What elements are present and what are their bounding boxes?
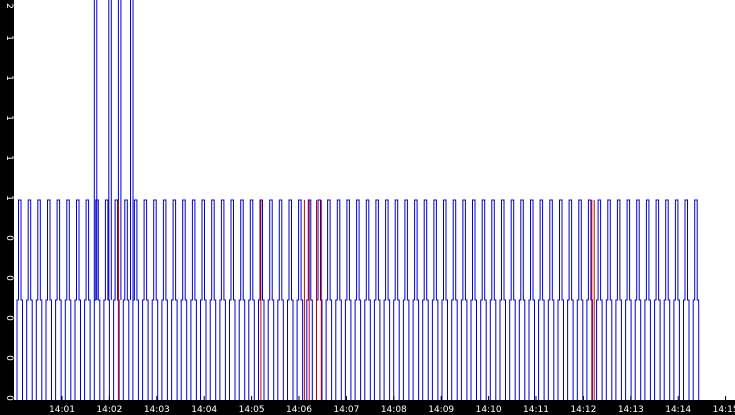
series-pulse <box>122 199 130 400</box>
series-pulse <box>354 199 362 400</box>
y-tick-label: 0 <box>4 355 14 361</box>
y-tick-label: 1 <box>4 35 14 41</box>
x-tick-label: 14:09 <box>428 405 454 415</box>
x-tick-label: 14:13 <box>618 405 644 415</box>
series-spike <box>93 0 98 300</box>
series-pulse <box>644 199 651 400</box>
y-axis-ticks: 0 0 0 0 0 1 1 1 1 1 2 <box>4 3 14 401</box>
series-pulse <box>518 199 526 400</box>
x-tick-label: 14:03 <box>144 405 170 415</box>
series-pulse <box>373 199 381 400</box>
series-spike <box>130 0 134 300</box>
y-tick-label: 1 <box>4 115 14 121</box>
series-pulse <box>64 199 72 400</box>
series-pulse <box>248 199 255 400</box>
series-pulse <box>287 199 294 400</box>
series-pulse <box>364 199 371 400</box>
series-pulse <box>615 199 622 400</box>
series-pulse <box>412 199 420 400</box>
series-pulse <box>576 199 584 400</box>
series-pulse <box>26 199 33 400</box>
series-pulse <box>383 199 391 400</box>
series-pulse <box>480 199 487 400</box>
y-tick-label: 1 <box>4 195 14 201</box>
series-pulse <box>74 199 81 400</box>
x-tick-label: 14:15 <box>713 405 735 415</box>
series-pulse <box>422 199 429 400</box>
series-pulse <box>16 199 23 400</box>
x-tick-label: 14:04 <box>191 405 217 415</box>
series-pulse <box>663 199 671 400</box>
x-axis-bar <box>0 400 735 415</box>
series-pulse <box>335 199 342 400</box>
series-pulse <box>538 199 545 400</box>
series-pulse <box>267 199 275 400</box>
y-tick-label: 0 <box>4 395 14 401</box>
series-pulse <box>673 199 680 400</box>
series-pulse <box>402 199 410 400</box>
series-pulse <box>489 199 497 400</box>
series-pulse <box>55 199 62 400</box>
x-tick-label: 14:06 <box>286 405 312 415</box>
series-pulse <box>692 199 700 400</box>
y-tick-label: 1 <box>4 75 14 81</box>
series-pulse <box>605 199 613 400</box>
series-pulse <box>161 199 168 400</box>
series-pulse <box>238 199 246 400</box>
y-tick-label: 2 <box>4 3 14 9</box>
series-pulse <box>441 199 448 400</box>
x-tick-label: 14:11 <box>523 405 549 415</box>
series-pulse <box>547 199 555 400</box>
series-pulse <box>451 199 458 400</box>
series-pulse <box>625 199 632 400</box>
series-pulse <box>344 199 352 400</box>
series-pulse <box>171 199 178 400</box>
series-pulse <box>634 199 642 400</box>
series-pulse <box>470 199 477 400</box>
series-pulse <box>190 199 197 400</box>
series-pulse <box>180 199 188 400</box>
series-pulse <box>596 199 603 400</box>
series-pulse <box>325 199 333 400</box>
series-pulse <box>431 199 439 400</box>
series-pulse <box>499 199 506 400</box>
series-pulse <box>277 199 284 400</box>
series-pulse <box>142 199 149 400</box>
series-pulse <box>460 199 468 400</box>
series-pulse <box>528 199 535 400</box>
x-tick-label: 14:01 <box>49 405 75 415</box>
series-pulse <box>509 199 516 400</box>
series-pulse <box>393 199 400 400</box>
series-pulse <box>296 199 304 400</box>
x-tick-label: 14:02 <box>96 405 122 415</box>
series-pulse <box>35 199 43 400</box>
series-pulse <box>84 199 91 400</box>
x-tick-label: 14:05 <box>239 405 265 415</box>
series-spike <box>108 0 112 300</box>
x-tick-label: 14:07 <box>333 405 359 415</box>
series-pulse <box>200 199 207 400</box>
y-tick-label: 0 <box>4 235 14 241</box>
series-pulse <box>654 199 661 400</box>
series-pulse <box>219 199 226 400</box>
series-pulse <box>229 199 236 400</box>
series-layer <box>16 0 700 400</box>
series-pulse <box>567 199 574 400</box>
y-axis-bar <box>0 0 14 415</box>
series-pulse <box>683 199 690 400</box>
x-tick-label: 14:12 <box>570 405 596 415</box>
x-tick-label: 14:14 <box>665 405 691 415</box>
x-tick-label: 14:10 <box>476 405 502 415</box>
series-pulse <box>45 199 52 400</box>
series-pulse <box>557 199 564 400</box>
series-pulse <box>209 199 217 400</box>
x-tick-label: 14:08 <box>381 405 407 415</box>
x-axis-ticks: 14:01 14:02 14:03 14:04 14:05 14:06 14:07 14:08… <box>49 396 735 415</box>
series-pulse <box>151 199 159 400</box>
y-tick-label: 0 <box>4 315 14 321</box>
y-tick-label: 1 <box>4 155 14 161</box>
y-tick-label: 0 <box>4 275 14 281</box>
